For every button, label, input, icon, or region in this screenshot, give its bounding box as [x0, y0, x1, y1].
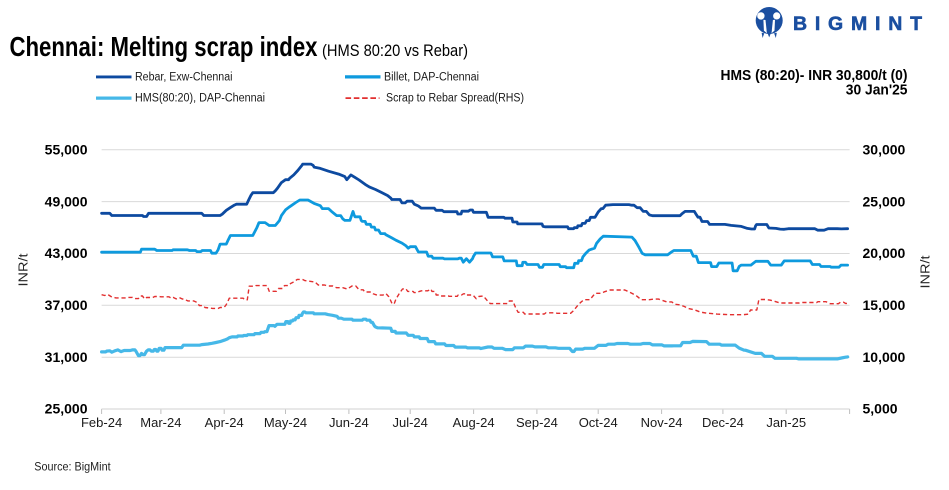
svg-text:INR/t: INR/t — [918, 255, 933, 288]
svg-text:Jan-25: Jan-25 — [766, 415, 806, 430]
svg-text:May-24: May-24 — [264, 415, 307, 430]
svg-text:Nov-24: Nov-24 — [641, 415, 683, 430]
svg-text:30 Jan'25: 30 Jan'25 — [846, 83, 908, 99]
svg-text:Sep-24: Sep-24 — [516, 415, 558, 430]
svg-text:Aug-24: Aug-24 — [453, 415, 495, 430]
svg-text:10,000: 10,000 — [863, 349, 906, 365]
svg-text:Mar-24: Mar-24 — [140, 415, 181, 430]
svg-text:Apr-24: Apr-24 — [205, 415, 244, 430]
svg-text:20,000: 20,000 — [863, 245, 906, 261]
svg-text:5,000: 5,000 — [863, 401, 898, 417]
svg-text:30,000: 30,000 — [863, 142, 906, 158]
svg-text:INR/t: INR/t — [16, 253, 31, 286]
svg-text:Scrap to Rebar Spread(RHS): Scrap to Rebar Spread(RHS) — [386, 93, 524, 105]
svg-text:43,000: 43,000 — [45, 245, 88, 261]
svg-text:49,000: 49,000 — [45, 193, 88, 209]
svg-text:HMS (80:20)- INR 30,800/t (0): HMS (80:20)- INR 30,800/t (0) — [721, 68, 908, 84]
svg-text:15,000: 15,000 — [863, 297, 906, 313]
svg-text:Feb-24: Feb-24 — [81, 415, 122, 430]
svg-text:31,000: 31,000 — [45, 349, 88, 365]
svg-text:Jun-24: Jun-24 — [329, 415, 369, 430]
svg-text:25,000: 25,000 — [863, 193, 906, 209]
svg-text:Rebar, Exw-Chennai: Rebar, Exw-Chennai — [135, 71, 233, 83]
svg-text:Source: BigMint: Source: BigMint — [34, 460, 111, 474]
svg-text:37,000: 37,000 — [45, 297, 88, 313]
svg-text:25,000: 25,000 — [45, 401, 88, 417]
svg-text:Dec-24: Dec-24 — [702, 415, 744, 430]
svg-text:HMS(80:20), DAP-Chennai: HMS(80:20), DAP-Chennai — [135, 93, 265, 105]
svg-text:(HMS 80:20 vs Rebar): (HMS 80:20 vs Rebar) — [322, 42, 468, 60]
svg-text:Chennai: Melting scrap index: Chennai: Melting scrap index — [10, 31, 318, 62]
svg-text:Jul-24: Jul-24 — [392, 415, 427, 430]
svg-text:Billet, DAP-Chennai: Billet, DAP-Chennai — [384, 71, 479, 83]
svg-text:55,000: 55,000 — [45, 142, 88, 158]
svg-text:Oct-24: Oct-24 — [579, 415, 618, 430]
